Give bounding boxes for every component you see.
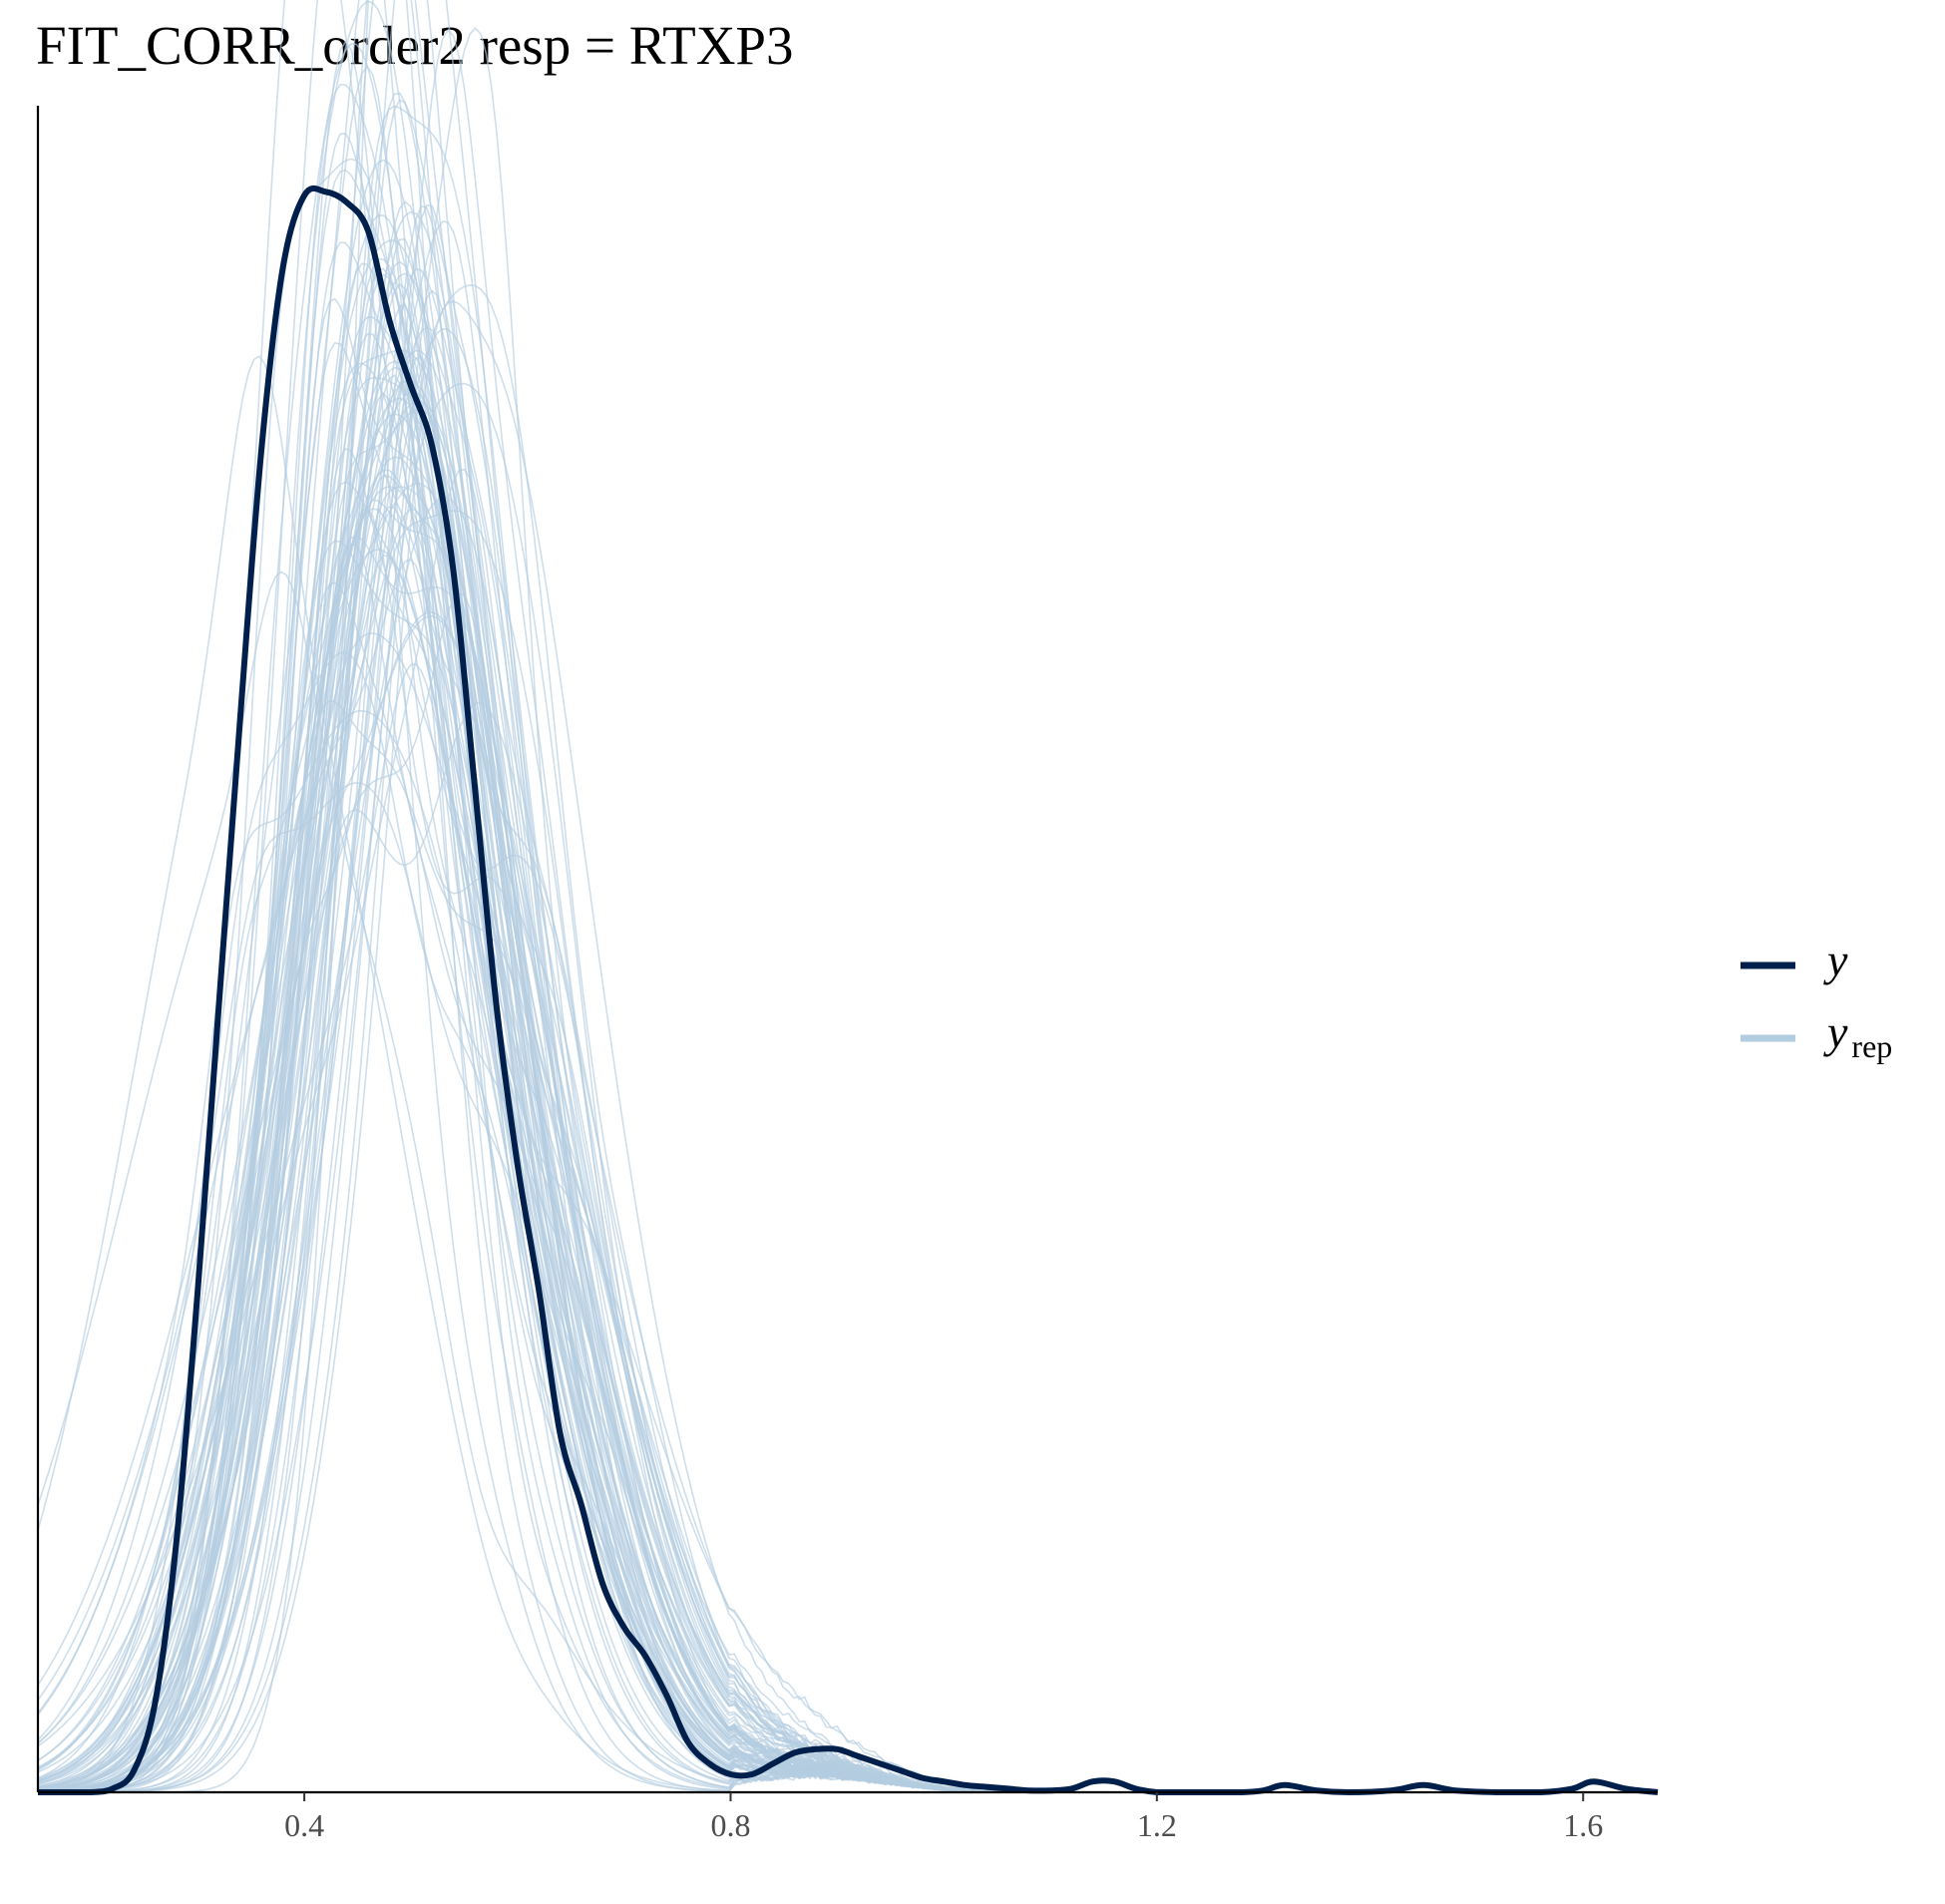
x-tick-label: 0.8 (710, 1807, 750, 1843)
x-tick-label: 1.2 (1137, 1807, 1177, 1843)
yrep-density-line (37, 241, 1658, 1793)
x-tick-label: 1.6 (1563, 1807, 1603, 1843)
yrep-density-line (38, 239, 1658, 1793)
legend-yrep-label: y rep (1823, 1006, 1892, 1064)
yrep-density-line (37, 133, 1658, 1793)
legend: y y rep (1741, 935, 1892, 1064)
legend-y-label: y (1823, 935, 1848, 985)
yrep-density-line (37, 555, 1658, 1793)
x-axis-ticks: 0.4 0.8 1.2 1.6 (284, 1792, 1603, 1843)
yrep-density-line (37, 238, 1658, 1793)
x-tick-label: 0.4 (284, 1807, 324, 1843)
